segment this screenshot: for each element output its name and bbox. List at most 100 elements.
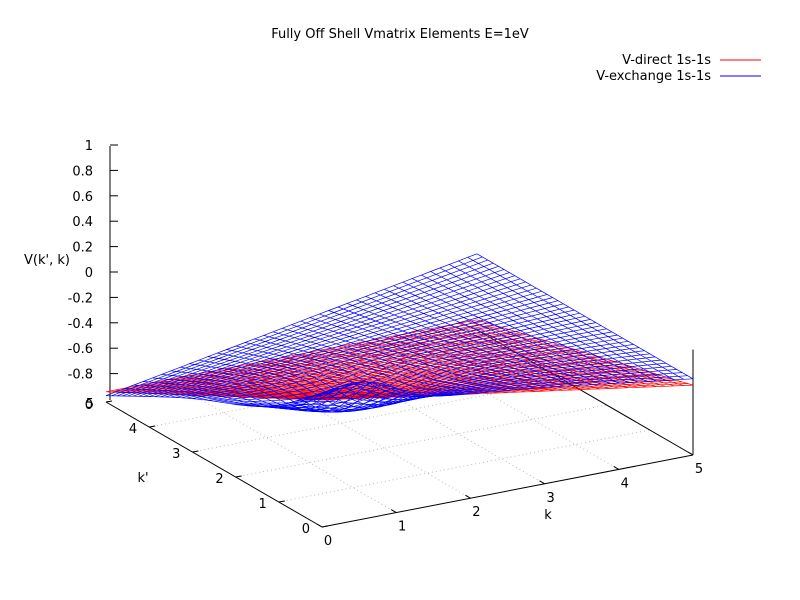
y-tick — [278, 500, 285, 503]
floor-gridline-k — [328, 358, 545, 485]
exchange-mesh-line — [449, 264, 666, 381]
direct-mesh-line — [181, 342, 553, 396]
y-tick-label: 2 — [215, 472, 223, 487]
y-tick-label: 4 — [129, 422, 137, 437]
y-tick — [149, 425, 156, 428]
y-tick-label: 1 — [259, 497, 267, 512]
z-tick-label: 0.2 — [72, 241, 93, 256]
y-tick-label: 3 — [172, 447, 180, 462]
x-tick-label: 2 — [472, 505, 480, 520]
y-tick — [235, 475, 242, 478]
direct-mesh-line — [159, 335, 532, 395]
x-axis-label: k — [544, 508, 552, 523]
y-tick-label: 0 — [302, 522, 310, 537]
y-tick — [105, 400, 113, 403]
exchange-mesh-line — [116, 259, 488, 397]
exchange-mesh-line — [476, 253, 694, 380]
z-tick-label: -0.2 — [68, 291, 93, 306]
z-axis: -0.8 -0.6 -0.4 -0.2 0 0.2 0.4 0.6 0.8 1 0 — [68, 139, 118, 413]
exchange-mesh-line — [181, 297, 553, 399]
exchange-mesh-line — [186, 300, 559, 399]
x-tick — [316, 523, 323, 528]
exchange-mesh-line — [411, 278, 629, 383]
exchange-mesh-line — [213, 315, 586, 402]
floor-gridline-kp — [235, 404, 607, 478]
exchange-mesh-line — [337, 306, 555, 388]
direct-mesh-line — [365, 341, 582, 390]
y-tick — [192, 450, 199, 453]
exchange-mesh-line — [300, 320, 517, 390]
exchange-mesh-line — [458, 260, 675, 381]
x-tick-label: 0 — [324, 534, 332, 549]
y-axis: 0 1 2 3 4 5 — [86, 397, 329, 537]
z-tick-label: 0.6 — [72, 190, 93, 205]
exchange-mesh-line — [192, 303, 564, 399]
y-tick-label: 5 — [86, 397, 94, 412]
exchange-mesh-line — [203, 309, 575, 401]
direct-mesh-line — [402, 333, 619, 389]
z-tick-label: 0.4 — [72, 215, 93, 230]
exchange-mesh-line — [122, 262, 494, 397]
exchange-mesh-line — [365, 296, 582, 386]
floor-gridline-k — [402, 343, 620, 470]
z-tick-label: -0.4 — [68, 317, 93, 332]
exchange-mesh-line — [111, 256, 483, 397]
legend: V-direct 1s-1s V-exchange 1s-1s — [596, 53, 761, 84]
floor-gridline-k — [179, 387, 397, 514]
exchange-mesh-line — [159, 284, 532, 398]
exchange-mesh-line — [421, 274, 638, 383]
x-tick-label: 4 — [621, 476, 629, 491]
x-tick — [613, 465, 620, 470]
exchange-mesh-line — [154, 281, 526, 398]
x-tick-label: 3 — [546, 491, 554, 506]
z-tick-label: 0.8 — [72, 164, 93, 179]
exchange-mesh-line — [439, 267, 657, 382]
exchange-mesh-line — [328, 310, 545, 388]
floor-gridline-k — [254, 372, 471, 499]
z-tick-label: -0.6 — [68, 342, 93, 357]
x-tick — [687, 451, 694, 456]
x-tick-label: 1 — [398, 520, 406, 535]
floor-edge-front — [321, 454, 694, 528]
floor-edge-left — [105, 401, 323, 528]
y-tick — [321, 525, 329, 528]
exchange-mesh-line — [138, 272, 510, 397]
exchange-mesh-line — [197, 306, 569, 400]
floor-frame — [105, 329, 694, 528]
exchange-mesh-line — [356, 299, 573, 387]
x-tick — [539, 480, 545, 485]
z-tick-label: -0.8 — [68, 368, 93, 383]
exchange-mesh-line — [309, 317, 527, 390]
exchange-mesh-line — [346, 303, 564, 387]
exchange-mesh-line — [384, 288, 601, 385]
exchange-mesh-line — [170, 290, 542, 398]
floor-gridline-kp — [278, 429, 650, 503]
x-tick — [390, 509, 397, 514]
exchange-mesh-line — [208, 312, 580, 401]
direct-mesh-line — [374, 339, 592, 390]
legend-label-exchange: V-exchange 1s-1s — [596, 69, 711, 84]
exchange-mesh-line — [402, 281, 619, 384]
x-axis: 0 1 2 3 4 5 — [316, 451, 703, 549]
z-tick-label: 1 — [85, 139, 93, 154]
x-tick — [465, 494, 471, 499]
surface-exchange — [105, 253, 694, 413]
exchange-mesh-line — [143, 275, 515, 397]
direct-mesh-line — [430, 328, 647, 388]
direct-mesh-line — [347, 344, 564, 391]
exchange-mesh-line — [149, 278, 521, 397]
z-tick-label-floor: 0 — [85, 398, 93, 413]
chart-title: Fully Off Shell Vmatrix Elements E=1eV — [271, 27, 529, 42]
z-tick-label: 0 — [85, 266, 93, 281]
exchange-mesh-line — [127, 265, 499, 397]
exchange-mesh-line — [132, 269, 505, 397]
floor-gridline-kp — [192, 379, 564, 453]
y-axis-label: k' — [137, 471, 148, 486]
exchange-mesh-line — [319, 313, 536, 389]
x-tick-label: 5 — [695, 462, 703, 477]
exchange-mesh-line — [176, 294, 548, 398]
legend-label-direct: V-direct 1s-1s — [622, 53, 711, 68]
exchange-mesh-line — [105, 253, 478, 397]
exchange-mesh-line — [393, 285, 610, 384]
